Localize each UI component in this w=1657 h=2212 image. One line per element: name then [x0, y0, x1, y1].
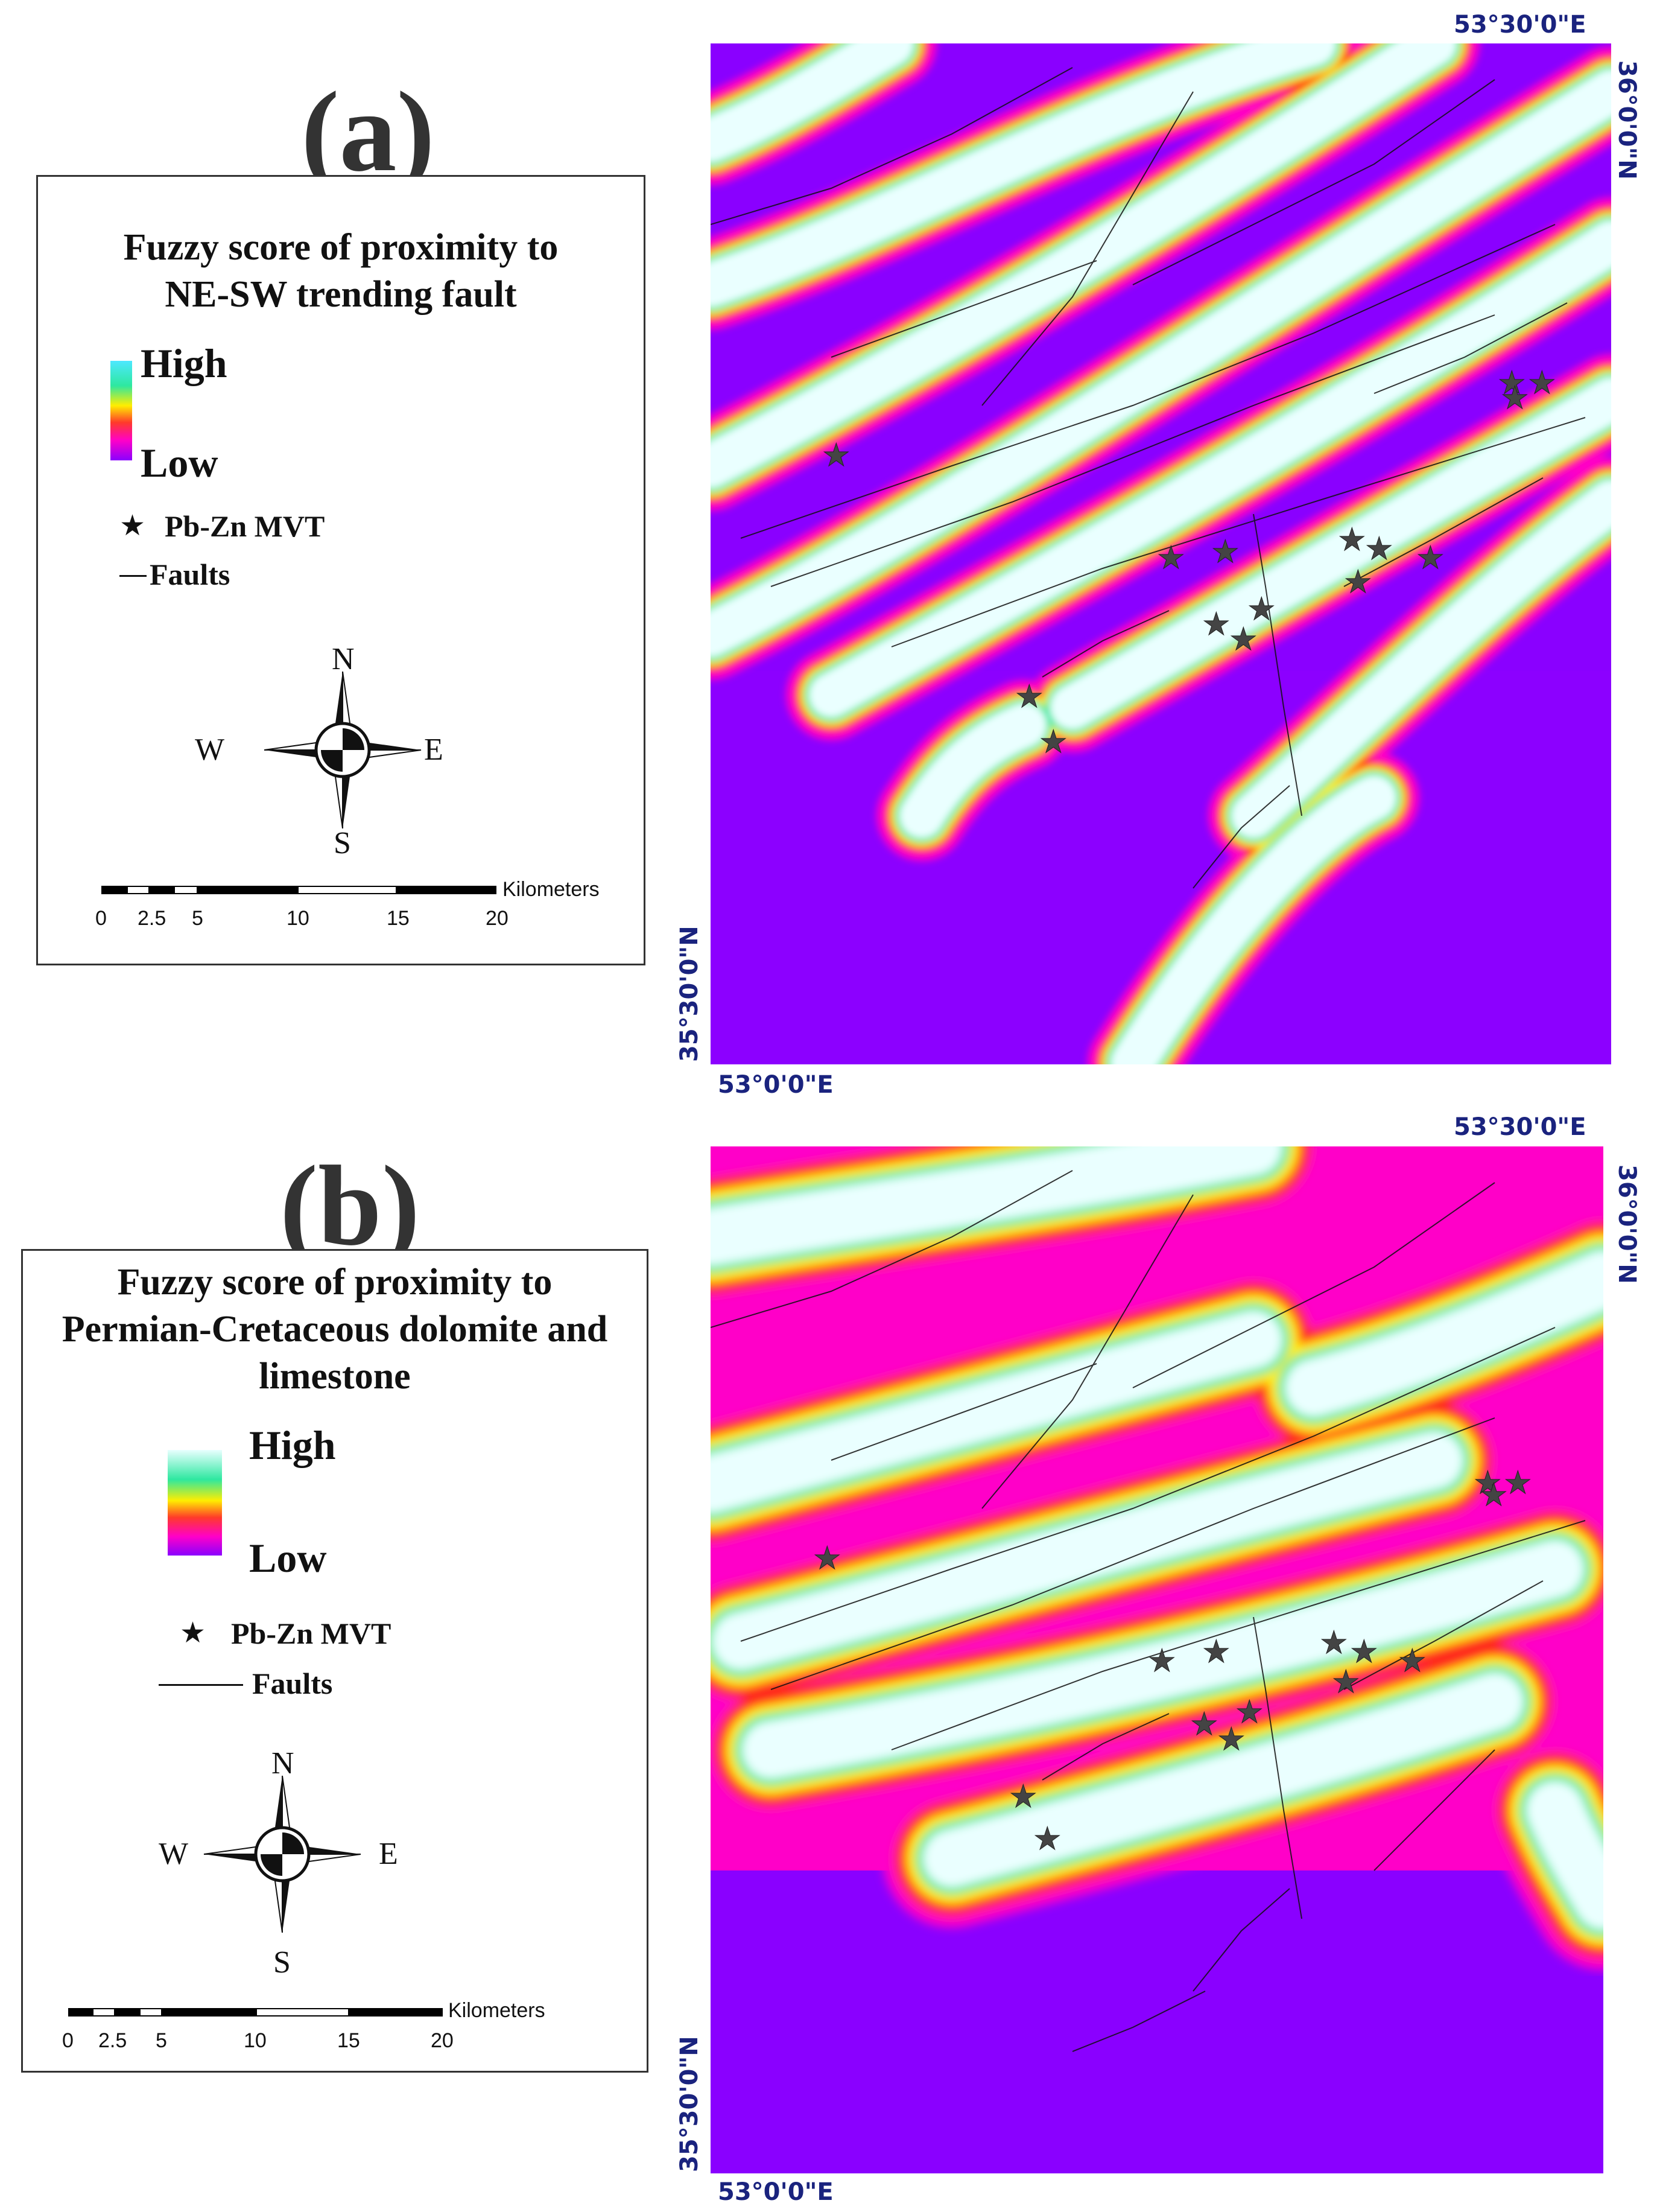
compass-b-w: W [159, 1837, 189, 1871]
compass-a-e: E [424, 733, 443, 767]
map-b-top-right-lon: 53°30'0"E [1454, 1113, 1586, 1141]
svg-text:★: ★ [1235, 1694, 1264, 1731]
legend-b-star-label: Pb-Zn MVT [231, 1616, 391, 1650]
panel-b-legend: Fuzzy score of proximity to Permian-Cret… [21, 1249, 648, 2073]
legend-a-title-line1: Fuzzy score of proximity to [123, 227, 559, 268]
svg-text:★: ★ [1190, 1706, 1218, 1743]
compass-a-w: W [195, 733, 225, 767]
svg-text:★: ★ [1148, 1643, 1176, 1679]
svg-text:★: ★ [1015, 679, 1044, 715]
star-icon: ★ [180, 1616, 206, 1650]
legend-b-fault-label: Faults [252, 1667, 333, 1700]
svg-text:★: ★ [1416, 540, 1445, 576]
map-b-right-lat: 36°0'0"N [1613, 1165, 1641, 1284]
compass-a-n: N [332, 642, 355, 676]
svg-text:★: ★ [1501, 380, 1529, 416]
north-arrow-compass-icon [264, 671, 422, 829]
compass-b-s: S [273, 1945, 291, 1980]
svg-text:★: ★ [1332, 1664, 1360, 1700]
map-a-left-lat: 35°30'0"N [676, 926, 703, 1062]
svg-text:★: ★ [1320, 1625, 1348, 1661]
scale-a-tick-0: 0 [95, 907, 107, 930]
svg-text:★: ★ [1365, 531, 1393, 567]
star-icon: ★ [119, 509, 146, 542]
scale-a-tick-3: 10 [287, 907, 309, 930]
map-a-top-right-lon: 53°30'0"E [1454, 11, 1586, 39]
svg-text:★: ★ [1480, 1477, 1508, 1513]
legend-a-color-ramp [110, 361, 132, 460]
map-a: ★ ★ ★ ★ ★ ★ ★ ★ ★ ★ ★ ★ ★ ★ ★ [711, 43, 1611, 1064]
svg-text:★: ★ [1474, 1465, 1502, 1501]
svg-text:★: ★ [1398, 1643, 1427, 1679]
legend-a-high-label: High [141, 340, 227, 386]
svg-text:★: ★ [1039, 724, 1068, 760]
map-a-deposits: ★ ★ ★ ★ ★ ★ ★ ★ ★ ★ ★ ★ ★ ★ ★ [822, 365, 1557, 761]
legend-b-high-label: High [249, 1422, 336, 1468]
svg-text:★: ★ [1217, 1721, 1246, 1758]
scale-b-tick-1: 2.5 [98, 2029, 127, 2052]
svg-text:★: ★ [1338, 522, 1366, 558]
map-b-deposits: ★ ★ ★ ★ ★ ★ ★ ★ ★ ★ ★ ★ ★ ★ ★ [813, 1465, 1533, 1858]
legend-b-title-line2: Permian-Cretaceous dolomite and [62, 1309, 608, 1350]
svg-text:★: ★ [1009, 1779, 1038, 1815]
panel-b-letter: (b) [279, 1143, 420, 1270]
legend-a-fault-label: Faults [150, 558, 230, 591]
scale-a-tick-4: 15 [387, 907, 410, 930]
legend-a-star-label: Pb-Zn MVT [165, 509, 325, 543]
north-arrow-compass-icon [203, 1775, 361, 1933]
map-b-left-lat: 35°30'0"N [676, 2036, 703, 2172]
map-b: ★ ★ ★ ★ ★ ★ ★ ★ ★ ★ ★ ★ ★ ★ ★ [711, 1146, 1603, 2173]
legend-b-title-line3: limestone [259, 1356, 411, 1397]
svg-text:★: ★ [1350, 1634, 1378, 1670]
map-a-right-lat: 36°0'0"N [1613, 60, 1641, 180]
scale-b-tick-4: 15 [337, 2029, 360, 2052]
legend-b-low-label: Low [249, 1535, 327, 1581]
legend-b-color-ramp [168, 1450, 222, 1556]
svg-text:★: ★ [1202, 1634, 1231, 1670]
scale-b-tick-0: 0 [62, 2029, 74, 2052]
legend-b-fault-line [159, 1684, 243, 1686]
svg-text:★: ★ [1033, 1821, 1062, 1857]
scale-a-tick-1: 2.5 [138, 907, 166, 930]
legend-b-title-line1: Fuzzy score of proximity to [117, 1262, 553, 1303]
scale-b-unit: Kilometers [448, 1999, 545, 2022]
svg-text:★: ★ [1229, 621, 1258, 658]
svg-text:★: ★ [1528, 365, 1556, 401]
svg-text:★: ★ [813, 1540, 841, 1577]
scale-a-unit: Kilometers [502, 878, 600, 901]
panel-a-letter: (a) [301, 69, 435, 195]
svg-text:★: ★ [1247, 591, 1276, 628]
svg-text:★: ★ [1504, 1465, 1532, 1501]
map-a-bottom-left-lon: 53°0'0"E [718, 1071, 834, 1099]
compass-b-e: E [379, 1837, 398, 1871]
map-b-bottom-left-lon: 53°0'0"E [718, 2178, 834, 2206]
legend-a-title-line2: NE-SW trending fault [165, 274, 517, 315]
svg-text:★: ★ [1211, 534, 1240, 570]
svg-text:★: ★ [1202, 606, 1231, 643]
svg-text:★: ★ [1157, 540, 1185, 576]
scale-b-tick-5: 20 [431, 2029, 454, 2052]
legend-a-low-label: Low [141, 440, 218, 486]
compass-b-n: N [271, 1746, 294, 1781]
scale-a-tick-5: 20 [486, 907, 509, 930]
svg-text:★: ★ [1498, 365, 1526, 401]
compass-a-s: S [334, 826, 351, 860]
legend-a-fault-line [119, 575, 147, 577]
svg-text:★: ★ [822, 437, 851, 474]
svg-text:★: ★ [1344, 564, 1372, 600]
scale-b-tick-3: 10 [244, 2029, 267, 2052]
panel-a-legend: Fuzzy score of proximity to NE-SW trendi… [36, 175, 645, 965]
scale-a-tick-2: 5 [192, 907, 203, 930]
scale-b-tick-2: 5 [156, 2029, 167, 2052]
